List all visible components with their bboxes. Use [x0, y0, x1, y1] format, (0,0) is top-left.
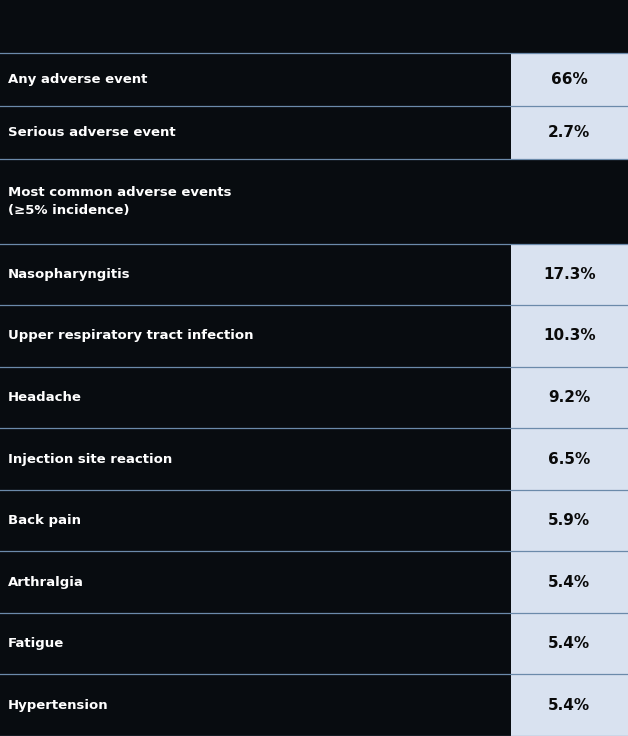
Text: Most common adverse events
(≥5% incidence): Most common adverse events (≥5% incidenc… — [8, 185, 231, 217]
Bar — [0, 244, 511, 305]
Text: 10.3%: 10.3% — [543, 328, 595, 344]
Bar — [511, 106, 628, 159]
Text: Back pain: Back pain — [8, 514, 80, 527]
Text: Nasopharyngitis: Nasopharyngitis — [8, 268, 130, 281]
Text: 5.4%: 5.4% — [548, 636, 590, 651]
Bar — [511, 367, 628, 428]
Text: Headache: Headache — [8, 391, 82, 404]
Text: 6.5%: 6.5% — [548, 451, 590, 467]
Text: 5.4%: 5.4% — [548, 698, 590, 712]
Bar — [511, 489, 628, 551]
Bar — [0, 674, 511, 736]
Text: 17.3%: 17.3% — [543, 267, 595, 282]
Bar — [511, 0, 628, 53]
Bar — [511, 613, 628, 674]
Bar — [0, 159, 628, 244]
Bar — [0, 305, 511, 367]
Bar — [0, 613, 511, 674]
Bar — [511, 428, 628, 489]
Bar — [0, 489, 511, 551]
Bar — [511, 53, 628, 106]
Bar — [511, 551, 628, 613]
Text: Injection site reaction: Injection site reaction — [8, 453, 172, 466]
Text: Arthralgia: Arthralgia — [8, 576, 84, 589]
Bar — [511, 244, 628, 305]
Text: 5.4%: 5.4% — [548, 575, 590, 590]
Text: Upper respiratory tract infection: Upper respiratory tract infection — [8, 330, 253, 342]
Bar — [0, 0, 511, 53]
Text: Serious adverse event: Serious adverse event — [8, 126, 175, 139]
Bar — [511, 305, 628, 367]
Bar — [0, 551, 511, 613]
Bar — [0, 53, 511, 106]
Text: 66%: 66% — [551, 72, 588, 87]
Text: 5.9%: 5.9% — [548, 513, 590, 528]
Bar — [511, 674, 628, 736]
Text: Any adverse event: Any adverse event — [8, 73, 147, 86]
Text: 9.2%: 9.2% — [548, 390, 590, 405]
Bar — [0, 106, 511, 159]
Bar — [0, 367, 511, 428]
Text: 2.7%: 2.7% — [548, 125, 590, 140]
Text: Fatigue: Fatigue — [8, 637, 64, 650]
Bar — [0, 428, 511, 489]
Text: Hypertension: Hypertension — [8, 698, 108, 712]
